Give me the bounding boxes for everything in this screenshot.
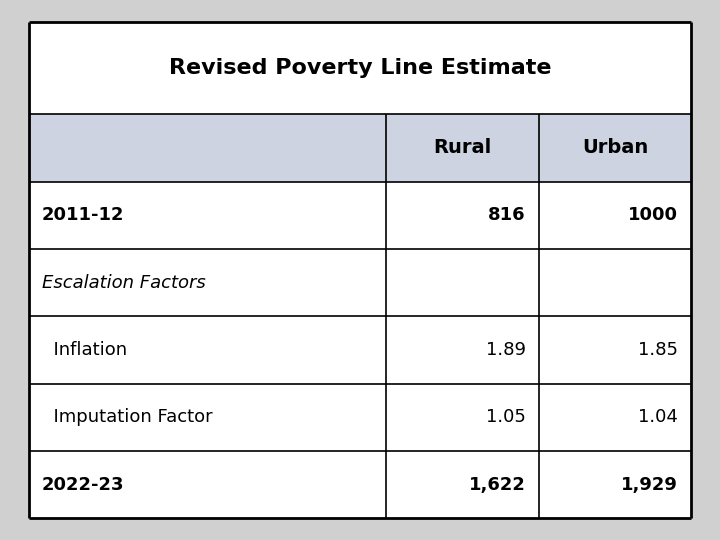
Bar (29, 384, 691, 451)
Text: 1000: 1000 (629, 206, 678, 224)
Text: Inflation: Inflation (42, 341, 127, 359)
Bar (29, 181, 691, 249)
Text: 1.05: 1.05 (486, 408, 526, 427)
Text: Escalation Factors: Escalation Factors (42, 274, 205, 292)
Bar (29, 114, 691, 181)
Bar (29, 451, 691, 518)
Text: Imputation Factor: Imputation Factor (42, 408, 212, 427)
Text: 816: 816 (488, 206, 526, 224)
Text: Rural: Rural (433, 138, 492, 157)
Bar (29, 249, 691, 316)
Text: 1,929: 1,929 (621, 476, 678, 494)
Bar (29, 316, 691, 384)
Text: 1.04: 1.04 (639, 408, 678, 427)
Text: 2022-23: 2022-23 (42, 476, 125, 494)
Text: 1,622: 1,622 (469, 476, 526, 494)
Text: 1.85: 1.85 (638, 341, 678, 359)
Text: 1.89: 1.89 (486, 341, 526, 359)
Text: 2011-12: 2011-12 (42, 206, 125, 224)
Text: Revised Poverty Line Estimate: Revised Poverty Line Estimate (168, 58, 552, 78)
Bar (29, 22, 691, 114)
Text: Urban: Urban (582, 138, 648, 157)
